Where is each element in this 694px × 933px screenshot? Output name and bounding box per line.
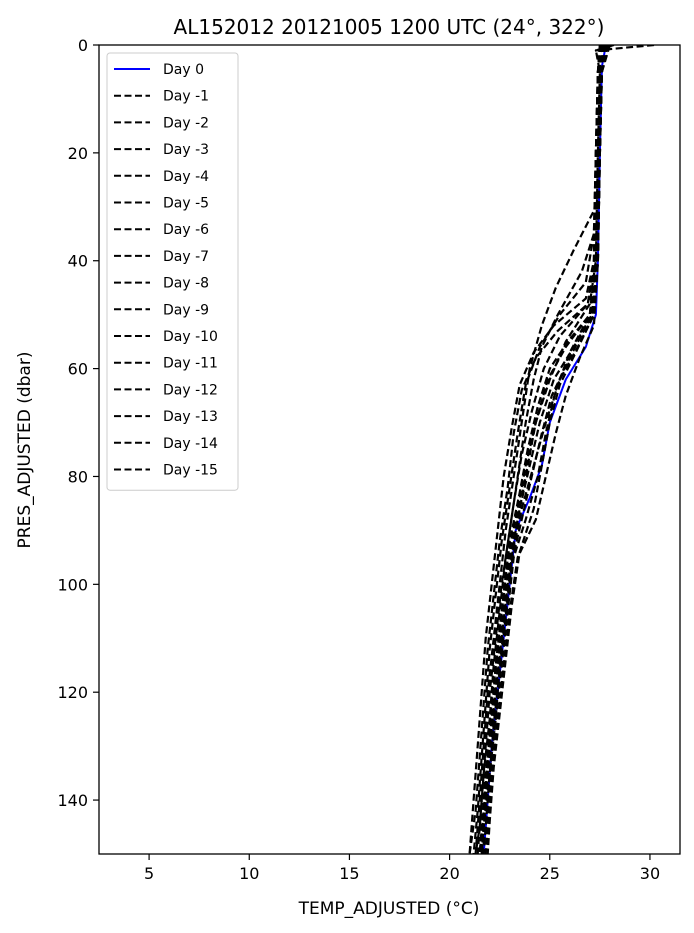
chart-title: AL152012 20121005 1200 UTC (24°, 322°) — [174, 15, 605, 39]
legend-box — [106, 52, 239, 491]
legend-entry-label: Day -4 — [163, 169, 209, 185]
y-tick-label: 100 — [57, 575, 88, 594]
series-line-day-15 — [468, 45, 601, 854]
axes-frame — [98, 44, 681, 855]
plot-area — [468, 45, 655, 854]
series-line-day-4 — [474, 45, 603, 854]
x-axis-label: TEMP_ADJUSTED (°C) — [298, 899, 480, 919]
legend-entry-label: Day -6 — [163, 222, 209, 238]
x-tick-label: 20 — [439, 864, 459, 883]
series-line-day-13 — [478, 45, 605, 854]
x-tick-label: 10 — [239, 864, 259, 883]
y-tick-label: 20 — [68, 144, 88, 163]
y-tick-label: 120 — [57, 683, 88, 702]
legend-entry-label: Day -15 — [163, 463, 218, 479]
y-tick-label: 40 — [68, 252, 88, 271]
legend-entry-label: Day -5 — [163, 196, 209, 212]
legend-entry-label: Day -8 — [163, 276, 209, 292]
legend-entry-label: Day -9 — [163, 302, 209, 318]
legend-entry-label: Day -3 — [163, 142, 209, 158]
legend-entry-label: Day -11 — [163, 356, 218, 372]
y-tick-label: 60 — [68, 360, 88, 379]
legend-entry-label: Day -14 — [163, 436, 218, 452]
x-tick-label: 30 — [640, 864, 660, 883]
legend: Day 0 Day -1 Day -2 Day -3 Day -4 Day -5 Day -… — [106, 52, 239, 491]
axis-ticks: 5 10 15 20 25 30 0 20 40 60 80 100 120 140 — [57, 36, 660, 883]
x-tick-label: 25 — [540, 864, 560, 883]
series-line-day-14 — [486, 45, 609, 854]
y-tick-label: 140 — [57, 791, 88, 810]
legend-entry-label: Day -10 — [163, 329, 218, 345]
legend-entry-label: Day -12 — [163, 382, 218, 398]
x-tick-label: 15 — [339, 864, 359, 883]
y-tick-label: 0 — [78, 36, 88, 55]
y-tick-label: 80 — [68, 467, 88, 486]
legend-entry-label: Day -13 — [163, 409, 218, 425]
x-tick-label: 5 — [144, 864, 154, 883]
legend-entry-label: Day 0 — [163, 62, 204, 78]
legend-entry-label: Day -1 — [163, 89, 209, 105]
legend-entry-label: Day -2 — [163, 115, 209, 131]
y-axis-label: PRES_ADJUSTED (dbar) — [15, 352, 35, 549]
legend-entry-label: Day -7 — [163, 249, 209, 265]
